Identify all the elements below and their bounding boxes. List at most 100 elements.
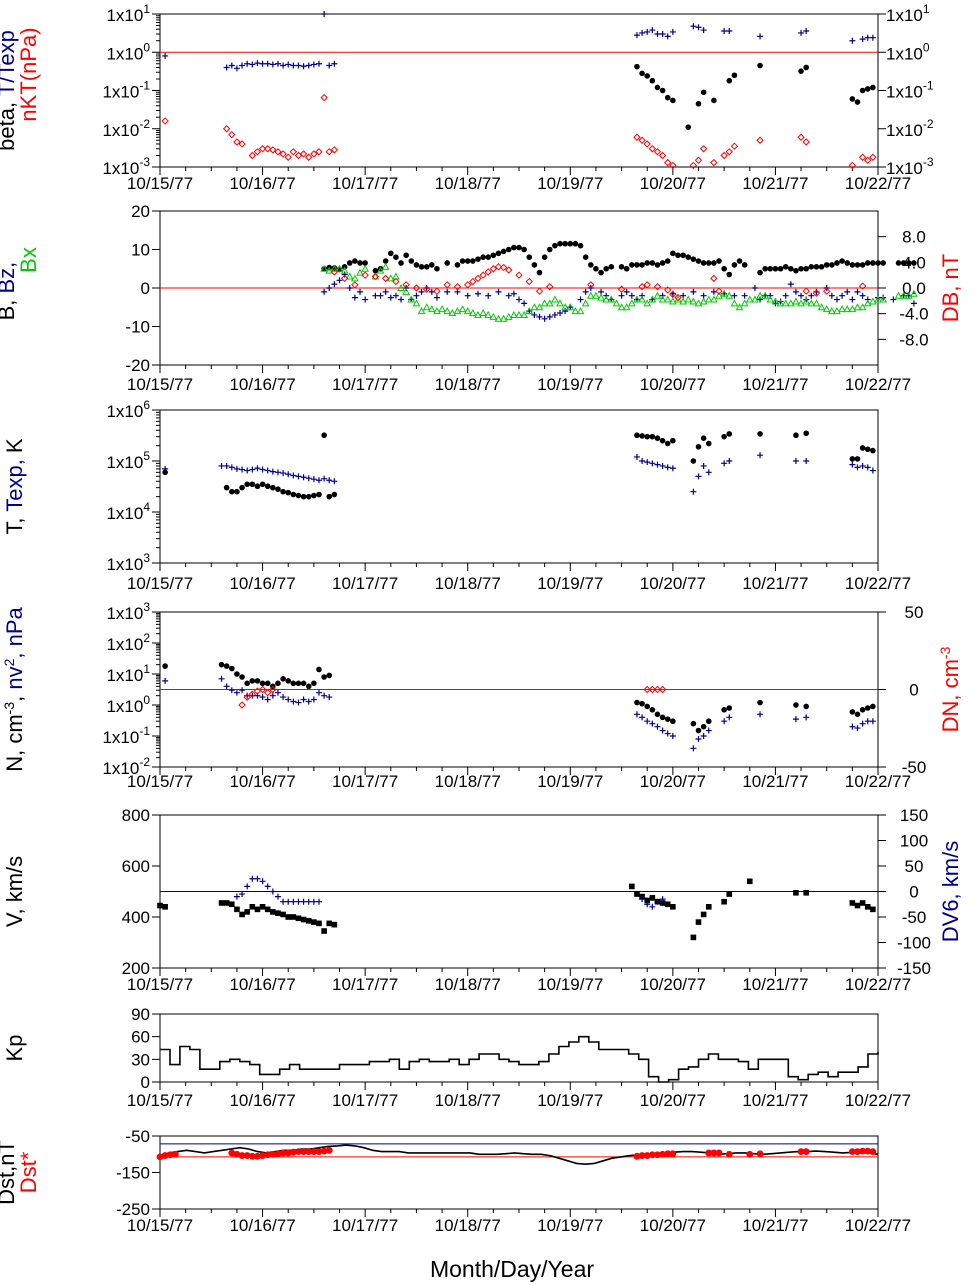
x-tick-label: 10/19/77 (537, 1091, 603, 1110)
data-point (674, 293, 682, 302)
data-point (228, 130, 236, 139)
data-point (751, 295, 759, 303)
data-point (716, 258, 722, 264)
data-point (812, 299, 821, 307)
data-point (864, 260, 871, 266)
data-point (269, 888, 276, 895)
data-point (658, 151, 667, 160)
data-point (285, 898, 292, 905)
x-tick-label: 10/22/77 (845, 174, 911, 193)
data-point (413, 292, 420, 299)
data-point (253, 148, 262, 156)
x-tick-label: 10/15/77 (127, 174, 193, 193)
data-point (311, 919, 317, 925)
data-point (802, 138, 810, 146)
x-tick-label: 10/16/77 (229, 1216, 295, 1235)
data-point (162, 677, 169, 684)
data-point (238, 1152, 246, 1159)
data-point (162, 663, 168, 669)
data-point (638, 136, 646, 144)
data-point (269, 685, 277, 694)
data-point (275, 910, 281, 916)
data-point (352, 258, 358, 264)
data-point (434, 265, 440, 272)
data-point (607, 295, 616, 303)
data-point (484, 310, 493, 318)
data-point (289, 148, 298, 156)
data-point (495, 288, 502, 295)
data-point (290, 698, 297, 705)
data-point (331, 491, 338, 498)
data-point (644, 28, 651, 35)
data-point (644, 897, 651, 904)
data-point (541, 315, 548, 322)
data-point (295, 473, 302, 480)
data-point (259, 481, 266, 488)
data-point (654, 723, 661, 730)
data-point (223, 683, 230, 690)
data-point (505, 292, 512, 299)
data-point (433, 294, 440, 301)
data-point (279, 1149, 287, 1157)
data-point (685, 124, 692, 130)
data-point (331, 265, 338, 271)
data-point (269, 146, 277, 154)
data-point (854, 725, 861, 732)
data-point (766, 295, 775, 303)
data-point (444, 260, 451, 266)
data-point (864, 904, 871, 910)
y-right-axis-label: DB, nT (938, 254, 963, 322)
data-point (387, 250, 394, 257)
data-point (740, 299, 749, 307)
data-point (695, 258, 702, 264)
data-point (171, 1150, 179, 1158)
data-point (792, 716, 799, 723)
data-point (699, 297, 708, 305)
data-point (756, 291, 764, 299)
data-point (392, 292, 399, 299)
data-point (540, 299, 549, 307)
data-point (290, 491, 297, 498)
data-point (726, 27, 733, 34)
data-point (453, 283, 462, 291)
x-tick-label: 10/18/77 (435, 1216, 501, 1235)
data-point (715, 1149, 723, 1157)
data-point (869, 718, 876, 725)
data-point (639, 29, 646, 36)
data-point (817, 303, 826, 311)
data-point (254, 465, 261, 472)
data-point (730, 299, 739, 307)
y-axis-label: T, Texp, K (2, 438, 27, 535)
x-tick-label: 10/22/77 (845, 574, 911, 593)
data-point (757, 431, 763, 437)
data-point (726, 458, 733, 464)
data-point (258, 145, 267, 153)
x-tick-label: 10/15/77 (127, 574, 193, 593)
data-point (248, 1152, 256, 1160)
y-right-tick-label: 1x10-1 (886, 79, 934, 102)
data-point (844, 260, 851, 266)
data-point (828, 307, 836, 315)
data-point (648, 1151, 656, 1159)
data-point (315, 689, 322, 696)
data-point (721, 707, 727, 713)
data-point (751, 285, 758, 291)
y-tick-label: 200 (122, 959, 150, 978)
data-point (223, 900, 230, 906)
data-point (653, 685, 662, 694)
data-point (362, 296, 369, 303)
data-point (705, 1149, 713, 1157)
y-right-tick-label: 0 (909, 681, 918, 700)
data-point (382, 258, 389, 264)
data-point (689, 297, 698, 305)
data-point (315, 1148, 323, 1156)
data-point (238, 140, 246, 148)
data-point (346, 260, 353, 266)
data-point (608, 264, 615, 270)
data-point (670, 97, 676, 104)
data-point (649, 895, 656, 901)
data-point (633, 295, 641, 303)
data-point (393, 254, 399, 260)
data-point (567, 240, 574, 247)
data-point (803, 430, 809, 437)
